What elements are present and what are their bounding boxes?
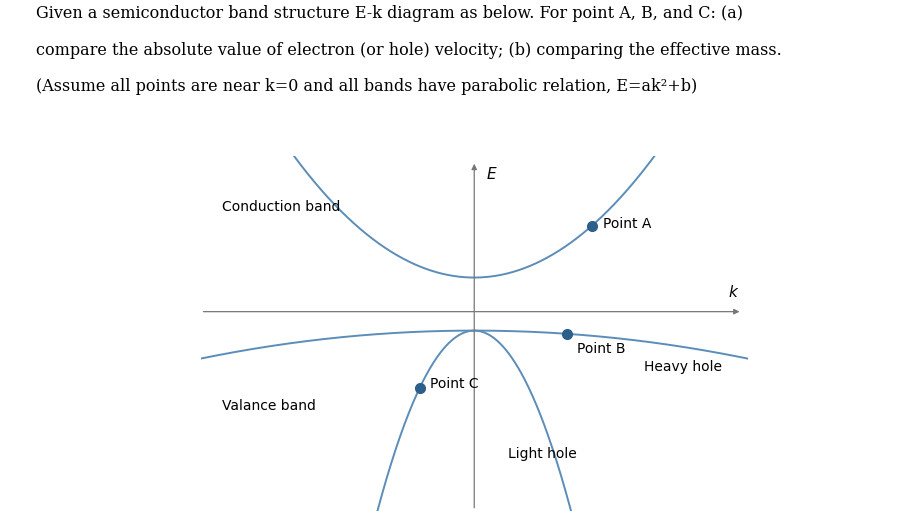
Text: Point C: Point C	[430, 377, 478, 391]
Text: E: E	[486, 167, 496, 182]
Text: k: k	[727, 286, 736, 300]
Text: Point B: Point B	[577, 342, 625, 356]
Text: Given a semiconductor band structure E-k diagram as below. For point A, B, and C: Given a semiconductor band structure E-k…	[36, 5, 742, 22]
Text: Heavy hole: Heavy hole	[643, 359, 722, 374]
Text: Valance band: Valance band	[221, 400, 315, 413]
Text: Light hole: Light hole	[507, 446, 576, 461]
Text: (Assume all points are near k=0 and all bands have parabolic relation, E=ak²+b): (Assume all points are near k=0 and all …	[36, 78, 697, 95]
Text: compare the absolute value of electron (or hole) velocity; (b) comparing the eff: compare the absolute value of electron (…	[36, 42, 782, 59]
Text: Point A: Point A	[602, 217, 650, 231]
Text: Conduction band: Conduction band	[221, 201, 340, 215]
